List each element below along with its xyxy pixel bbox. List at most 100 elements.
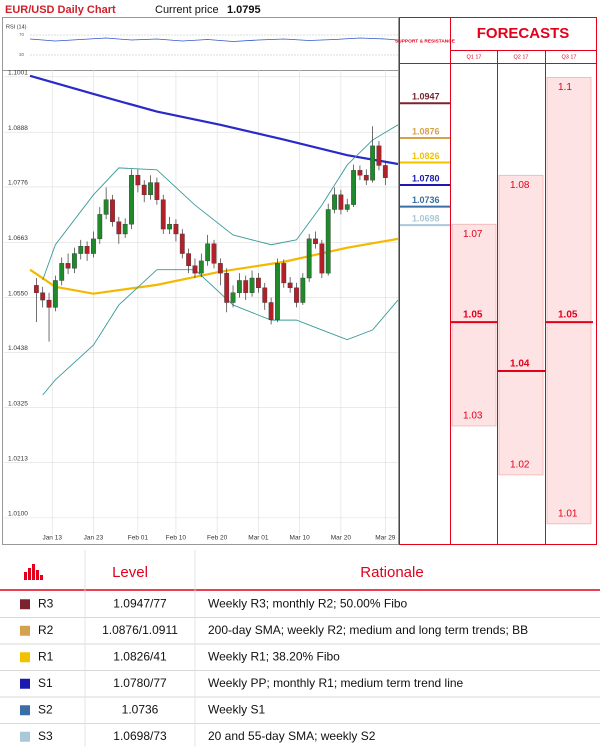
forecast-high: 1.1: [558, 82, 572, 93]
quarter-label: Q2 17: [514, 54, 529, 60]
rsi-tick-label: 30: [19, 52, 25, 57]
forecast-high: 1.08: [510, 180, 530, 191]
candle-body: [357, 170, 363, 176]
forecast-high: 1.07: [463, 229, 483, 240]
candle-body: [300, 277, 306, 303]
candle-body: [186, 253, 192, 266]
candle-body: [154, 182, 160, 200]
x-tick-label: Feb 10: [166, 535, 187, 542]
row-level: 1.0698/73: [113, 729, 167, 743]
row-level: 1.0780/77: [113, 676, 167, 690]
candle-body: [363, 175, 369, 181]
row-name: R3: [38, 596, 54, 610]
rsi-line: [29, 37, 399, 42]
current-price: 1.0795: [227, 4, 261, 16]
row-rationale: 20 and 55-day SMA; weekly S2: [208, 729, 376, 743]
chart-frame: [2, 17, 399, 545]
candle-body: [294, 287, 299, 303]
y-tick-label: 1.0888: [8, 125, 28, 132]
row-rationale: Weekly S1: [208, 702, 265, 716]
chart-title: EUR/USD Daily Chart: [5, 4, 116, 16]
quarter-label: Q1 17: [467, 54, 482, 60]
indicator-line: [42, 124, 399, 281]
candle-body: [103, 199, 109, 215]
sr-label: 1.0780: [412, 173, 440, 183]
candle-body: [224, 272, 230, 303]
row-level: 1.0876/1.0911: [102, 623, 178, 637]
y-tick-label: 1.0663: [8, 235, 28, 242]
candle-body: [84, 246, 90, 254]
candle-body: [306, 238, 312, 279]
forecast-range: [498, 174, 544, 476]
row-level: 1.0736: [122, 702, 159, 716]
candle-body: [319, 243, 325, 274]
candle-body: [243, 280, 249, 293]
forecast-mid-label: 1.05: [558, 310, 578, 321]
sr-label: 1.0826: [412, 151, 440, 161]
row-name: R1: [38, 649, 54, 663]
candle-body: [376, 145, 382, 166]
candle-body: [325, 209, 331, 274]
x-tick-label: Mar 01: [248, 535, 269, 542]
table-header: Level: [112, 564, 148, 581]
candle-body: [236, 280, 242, 293]
candle-body: [211, 243, 217, 264]
x-tick-label: Mar 29: [375, 535, 396, 542]
candle-body: [192, 265, 198, 274]
row-name: S2: [38, 702, 53, 716]
forecast-range: [546, 77, 592, 525]
sr-label: 1.0698: [412, 214, 440, 224]
row-swatch: [20, 599, 30, 610]
candle-body: [116, 221, 122, 235]
sr-label: 1.0736: [412, 195, 440, 205]
row-rationale: Weekly R1; 38.20% Fibo: [208, 649, 340, 663]
y-tick-label: 1.0213: [8, 455, 28, 462]
candle-body: [230, 292, 236, 303]
row-rationale: Weekly R3; monthly R2; 50.00% Fibo: [208, 596, 408, 610]
candle-body: [256, 277, 261, 289]
candle-body: [129, 175, 134, 225]
candle-body: [268, 302, 274, 320]
row-level: 1.0947/77: [113, 596, 167, 610]
candle-body: [59, 263, 65, 281]
candle-body: [141, 184, 147, 196]
candle-body: [338, 194, 344, 210]
candle-body: [344, 204, 350, 210]
x-tick-label: Feb 01: [128, 535, 149, 542]
y-tick-label: 1.0100: [8, 511, 28, 518]
row-swatch: [20, 625, 30, 636]
indicator-line: [42, 269, 399, 396]
candle-body: [110, 199, 115, 222]
price-label: Current price: [155, 4, 219, 16]
candle-body: [46, 299, 52, 308]
x-tick-label: Feb 20: [207, 535, 228, 542]
sr-label: 1.0947: [412, 92, 440, 102]
table-header: Rationale: [360, 564, 423, 581]
rsi-title: RSI (14): [6, 24, 27, 30]
candle-body: [148, 182, 153, 196]
candle-body: [33, 285, 39, 293]
forecast-mid-label: 1.04: [510, 359, 530, 370]
row-name: S3: [38, 729, 53, 743]
row-name: R2: [38, 623, 54, 637]
candle-body: [249, 277, 255, 293]
candle-body: [179, 233, 185, 254]
candle-body: [40, 292, 46, 301]
candle-body: [52, 280, 58, 308]
sr-title: SUPPORT & RESISTANCE: [395, 38, 456, 44]
row-swatch: [20, 652, 30, 663]
row-name: S1: [38, 676, 53, 690]
candle-body: [97, 214, 103, 240]
quarter-label: Q3 17: [562, 54, 577, 60]
candle-body: [217, 263, 223, 274]
candle-body: [370, 145, 376, 181]
candle-body: [167, 223, 172, 230]
candle-body: [332, 194, 337, 210]
candle-body: [313, 238, 318, 244]
indicator-line: [29, 237, 399, 295]
rsi-tick-label: 70: [19, 32, 25, 37]
candle-body: [160, 199, 166, 230]
sr-label: 1.0876: [412, 126, 440, 136]
candle-body: [275, 263, 280, 320]
